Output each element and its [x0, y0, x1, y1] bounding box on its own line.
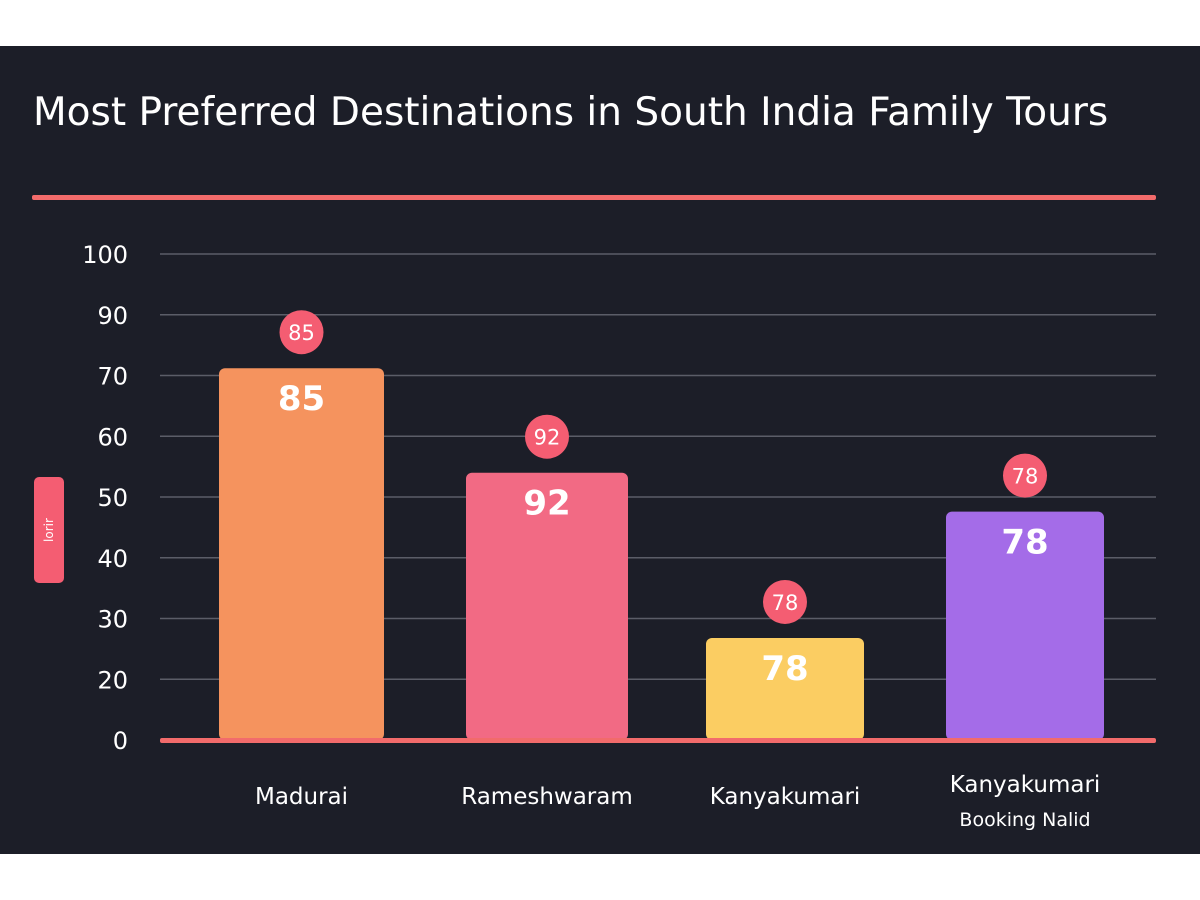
bar-value-label: 85	[278, 379, 325, 419]
chart-title: Most Preferred Destinations in South Ind…	[33, 90, 1109, 135]
bar-label-bubble	[279, 310, 324, 355]
bar-label-bubble	[525, 414, 569, 459]
y-tick-label: 90	[97, 302, 128, 330]
bar-bubble-value: 78	[772, 591, 799, 615]
title-underline	[32, 195, 1156, 200]
bar-label-bubble	[763, 579, 807, 624]
y-tick-label: 20	[97, 666, 128, 694]
y-tick-label: 30	[97, 606, 128, 634]
y-tick-label: 60	[97, 423, 128, 451]
bar-chart: 0 20 30 40 50 60 70 90 100 85 85 Madurai 92 92 Rameshw…	[82, 241, 1156, 831]
bar-value-label: 78	[1001, 523, 1048, 563]
x-category-label: Kanyakumari	[710, 784, 861, 810]
bar	[466, 472, 628, 740]
y-tick-label: 100	[82, 241, 128, 269]
y-axis-label-badge: lorir	[34, 477, 64, 583]
bar-bubble-value: 78	[1012, 465, 1039, 489]
x-category-label: Rameshwaram	[461, 784, 633, 810]
y-tick-label: 0	[113, 727, 128, 755]
x-category-label: Kanyakumari	[950, 772, 1101, 798]
bar	[706, 637, 864, 740]
y-tick-label: 70	[97, 363, 128, 391]
bar	[219, 368, 384, 740]
x-axis-baseline	[160, 738, 1156, 743]
x-category-sublabel: Booking Nalid	[959, 809, 1090, 831]
bar-label-bubble	[1003, 453, 1047, 498]
y-tick-label: 40	[97, 545, 128, 573]
x-category-label: Madurai	[255, 784, 348, 810]
bar-value-label: 78	[761, 649, 808, 689]
bar	[946, 511, 1104, 740]
bar-bubble-value: 92	[534, 426, 561, 450]
bar-value-label: 92	[523, 484, 570, 524]
bar-bubble-value: 85	[288, 321, 315, 345]
y-tick-label: 50	[97, 484, 128, 512]
chart-panel: Most Preferred Destinations in South Ind…	[0, 46, 1200, 854]
